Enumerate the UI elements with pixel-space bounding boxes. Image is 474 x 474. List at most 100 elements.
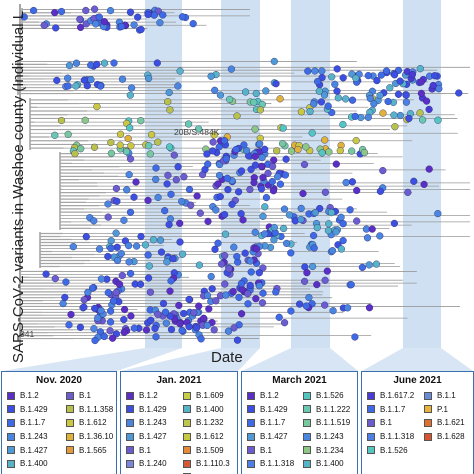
legend-item: B.1.526 xyxy=(303,389,350,403)
legend-swatch xyxy=(7,459,15,468)
tip-node xyxy=(310,244,318,252)
tip-node xyxy=(228,200,236,208)
tip-node xyxy=(88,284,97,292)
tip-node xyxy=(251,228,259,236)
legend-item: B.1 xyxy=(126,443,167,457)
tip-node xyxy=(64,130,72,139)
tip-node xyxy=(57,7,66,16)
tip-node xyxy=(149,236,158,244)
legend-item: B.1.400 xyxy=(7,457,48,471)
legend-swatch xyxy=(367,418,375,427)
tip-node xyxy=(93,102,101,111)
legend-label: B.1.1.519 xyxy=(316,418,351,428)
legend-swatch xyxy=(303,459,311,468)
tip-node xyxy=(112,288,120,297)
legend-label: B.1.400 xyxy=(316,459,344,469)
tip-node xyxy=(303,269,311,277)
tip-node xyxy=(310,232,318,240)
tip-node xyxy=(106,307,115,315)
tip-node xyxy=(328,73,336,81)
legend-label: B.1.1.318 xyxy=(260,459,295,469)
tip-node xyxy=(222,291,230,299)
tip-node xyxy=(224,327,233,335)
tip-node xyxy=(237,280,246,288)
legend-label: B.1.526 xyxy=(316,391,344,401)
tip-node xyxy=(308,129,316,137)
tip-node xyxy=(209,138,217,146)
tip-node xyxy=(107,237,115,245)
tip-node xyxy=(235,293,243,302)
legend-label: B.1.429 xyxy=(20,404,48,414)
tip-node xyxy=(394,90,403,98)
tip-node xyxy=(106,327,114,335)
legend-item: B.1.400 xyxy=(303,457,350,471)
tip-node xyxy=(410,177,418,185)
tip-node xyxy=(246,281,254,290)
tip-node xyxy=(368,225,376,233)
tip-node xyxy=(122,148,131,156)
tip-node xyxy=(176,67,184,75)
tip-node xyxy=(259,289,267,297)
tip-node xyxy=(396,77,404,85)
tip-node xyxy=(126,8,135,16)
legend-item: B.1.240 xyxy=(126,457,167,471)
tip-node xyxy=(332,228,340,236)
legend-swatch xyxy=(247,446,255,455)
tip-node xyxy=(336,147,344,155)
tip-node xyxy=(317,98,326,106)
tip-node xyxy=(251,125,259,133)
legend-label: B.1.612 xyxy=(196,432,224,442)
tip-node xyxy=(250,179,258,187)
tip-node xyxy=(80,296,88,304)
tip-node xyxy=(108,334,117,342)
tip-node xyxy=(147,316,155,324)
tip-node xyxy=(431,72,439,80)
tip-node xyxy=(242,88,250,96)
tip-node xyxy=(258,185,266,193)
legend-label: B.1 xyxy=(79,391,92,401)
tip-node xyxy=(65,321,73,329)
tip-node xyxy=(342,178,350,187)
legend-item: B.1.36.10 xyxy=(66,430,113,444)
tip-node xyxy=(416,65,424,73)
legend-item: B.1.243 xyxy=(126,416,167,430)
tip-node xyxy=(209,147,217,155)
tip-node xyxy=(52,24,60,32)
tip-node xyxy=(29,6,38,15)
tip-node xyxy=(210,131,218,139)
legend-item: B.1 xyxy=(367,416,414,430)
tip-node xyxy=(180,173,188,181)
tip-node xyxy=(270,57,278,66)
tip-node xyxy=(165,221,173,229)
tip-node xyxy=(125,242,133,250)
tip-node xyxy=(377,71,385,79)
tip-node xyxy=(252,245,261,253)
tip-node xyxy=(229,287,237,296)
tip-node xyxy=(391,123,399,131)
legend-swatch xyxy=(7,391,15,400)
tip-node xyxy=(434,116,442,124)
tip-node xyxy=(348,96,357,104)
tip-node xyxy=(97,275,106,283)
tip-node xyxy=(178,197,186,206)
tip-node xyxy=(107,244,115,252)
tip-node xyxy=(405,114,413,123)
tip-node xyxy=(126,124,134,132)
tip-node xyxy=(100,18,109,26)
tip-node xyxy=(126,91,134,99)
tip-node xyxy=(318,149,326,157)
tip-node xyxy=(113,197,121,205)
tip-node xyxy=(344,304,352,312)
tip-node xyxy=(107,149,116,157)
clade-annotation: 20B/S.484K xyxy=(174,127,220,137)
legend-column: B.1.609 B.1.400 B.1.232 B.1.612 B.1.509 B.1.1… xyxy=(183,389,230,474)
legend-item: B.1.1.519 xyxy=(303,416,350,430)
legend-swatch xyxy=(303,432,311,441)
tip-node xyxy=(90,325,98,333)
tip-node xyxy=(297,204,305,213)
tip-node xyxy=(233,253,241,261)
tip-node xyxy=(281,319,289,327)
tip-node xyxy=(127,312,135,320)
tip-node xyxy=(204,160,212,168)
